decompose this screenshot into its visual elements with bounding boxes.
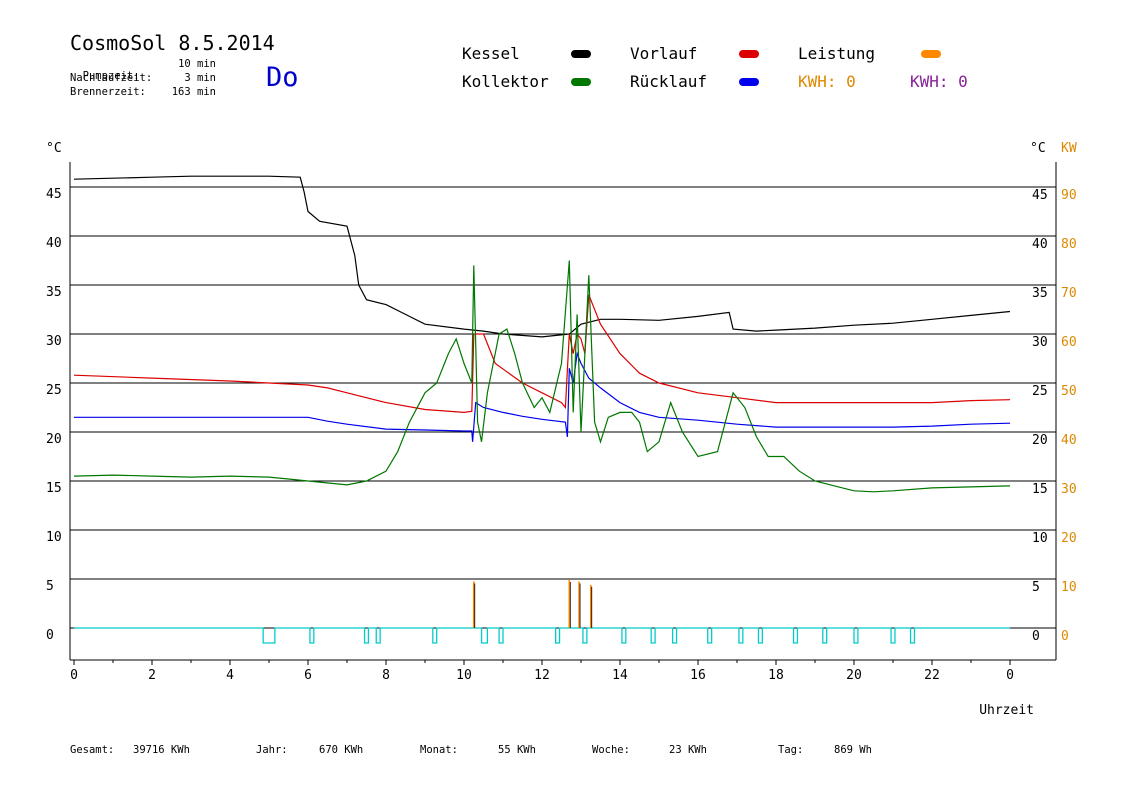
- power-tick-label: 20: [1061, 531, 1077, 546]
- page-title: CosmoSol 8.5.2014: [70, 31, 275, 55]
- y-tick-label-right: 10: [1032, 531, 1048, 546]
- x-tick-label: 2: [148, 668, 156, 683]
- footer-value-monat: 55 KWh: [498, 744, 536, 756]
- kwh-label-2: KWH: 0: [910, 72, 968, 91]
- x-axis-label: Uhrzeit: [979, 703, 1034, 718]
- x-tick-label: 12: [534, 668, 550, 683]
- series-line-vorlauf: [73, 294, 1011, 414]
- y-axis-unit-left: °C: [46, 141, 62, 156]
- footer-value-gesamt: 39716 KWh: [133, 744, 190, 756]
- power-tick-label: 60: [1061, 335, 1077, 350]
- x-tick-label: 14: [612, 668, 628, 683]
- footer-label-woche: Woche:: [592, 744, 630, 756]
- power-tick-label: 10: [1061, 580, 1077, 595]
- legend-label-leistung: Leistung: [798, 44, 876, 63]
- x-tick-label: 0: [1006, 668, 1014, 683]
- footer-label-monat: Monat:: [420, 744, 458, 756]
- info-label: Nachlaufzeit:: [70, 72, 153, 84]
- y-tick-label-right: 40: [1032, 237, 1048, 252]
- power-tick-label: 0: [1061, 629, 1069, 644]
- x-tick-label: 8: [382, 668, 390, 683]
- legend-swatch-kollektor: [571, 78, 591, 86]
- pump-signal-line: [74, 627, 1010, 644]
- x-tick-label: 0: [70, 668, 78, 683]
- y-axis-unit-right: °C: [1030, 141, 1046, 156]
- y-tick-label-left: 5: [46, 579, 54, 594]
- power-tick-label: 50: [1061, 384, 1077, 399]
- y-tick-label-left: 10: [46, 530, 62, 545]
- footer-label-tag: Tag:: [778, 744, 804, 756]
- legend-label-vorlauf: Vorlauf: [630, 44, 698, 63]
- y-tick-label-right: 0: [1032, 629, 1040, 644]
- y-tick-label-left: 0: [46, 628, 54, 643]
- x-tick-label: 22: [924, 668, 940, 683]
- series-line-kollektor: [73, 260, 1011, 493]
- power-tick-label: 70: [1061, 286, 1077, 301]
- y-tick-label-left: 35: [46, 285, 62, 300]
- series-line-kessel: [73, 175, 1011, 338]
- y-tick-label-right: 30: [1032, 335, 1048, 350]
- x-tick-label: 20: [846, 668, 862, 683]
- legend-swatch-vorlauf: [739, 50, 759, 58]
- power-axis-unit: KW: [1061, 141, 1077, 156]
- x-tick-label: 4: [226, 668, 234, 683]
- info-label: Pumpzeit:: [82, 70, 140, 82]
- legend-swatch-leistung: [921, 50, 941, 58]
- x-tick-label: 18: [768, 668, 784, 683]
- y-tick-label-left: 15: [46, 481, 62, 496]
- legend-label-ruecklauf: Rücklauf: [630, 72, 708, 91]
- power-tick-label: 40: [1061, 433, 1077, 448]
- x-tick-label: 10: [456, 668, 472, 683]
- info-row-pump: Pumpzeit:: [70, 58, 140, 82]
- info-value: 3 min: [184, 72, 216, 84]
- y-tick-label-left: 25: [46, 383, 62, 398]
- footer-label-gesamt: Gesamt:: [70, 744, 115, 756]
- footer-label-jahr: Jahr:: [256, 744, 288, 756]
- power-tick-label: 30: [1061, 482, 1077, 497]
- y-tick-label-left: 45: [46, 187, 62, 202]
- info-label: Brennerzeit:: [70, 86, 146, 98]
- y-tick-label-right: 45: [1032, 188, 1048, 203]
- info-value: 10 min: [178, 58, 216, 70]
- power-tick-label: 90: [1061, 188, 1077, 203]
- legend-swatch-ruecklauf: [739, 78, 759, 86]
- x-tick-label: 6: [304, 668, 312, 683]
- y-tick-label-right: 15: [1032, 482, 1048, 497]
- series-line-rücklauf: [74, 351, 1011, 442]
- power-tick-label: 80: [1061, 237, 1077, 252]
- legend-swatch-kessel: [571, 50, 591, 58]
- legend-label-kollektor: Kollektor: [462, 72, 549, 91]
- x-tick-label: 16: [690, 668, 706, 683]
- y-tick-label-right: 25: [1032, 384, 1048, 399]
- footer-value-tag: 869 Wh: [834, 744, 872, 756]
- info-value: 163 min: [171, 86, 216, 98]
- footer-value-jahr: 670 KWh: [319, 744, 364, 756]
- kwh-label-1: KWH: 0: [798, 72, 856, 91]
- y-tick-label-right: 35: [1032, 286, 1048, 301]
- y-tick-label-right: 20: [1032, 433, 1048, 448]
- footer-value-woche: 23 KWh: [669, 744, 707, 756]
- y-tick-label-left: 40: [46, 236, 62, 251]
- legend-label-kessel: Kessel: [462, 44, 520, 63]
- y-tick-label-left: 20: [46, 432, 62, 447]
- y-tick-label-left: 30: [46, 334, 62, 349]
- y-tick-label-right: 5: [1032, 580, 1040, 595]
- weekday-label: Do: [266, 62, 299, 93]
